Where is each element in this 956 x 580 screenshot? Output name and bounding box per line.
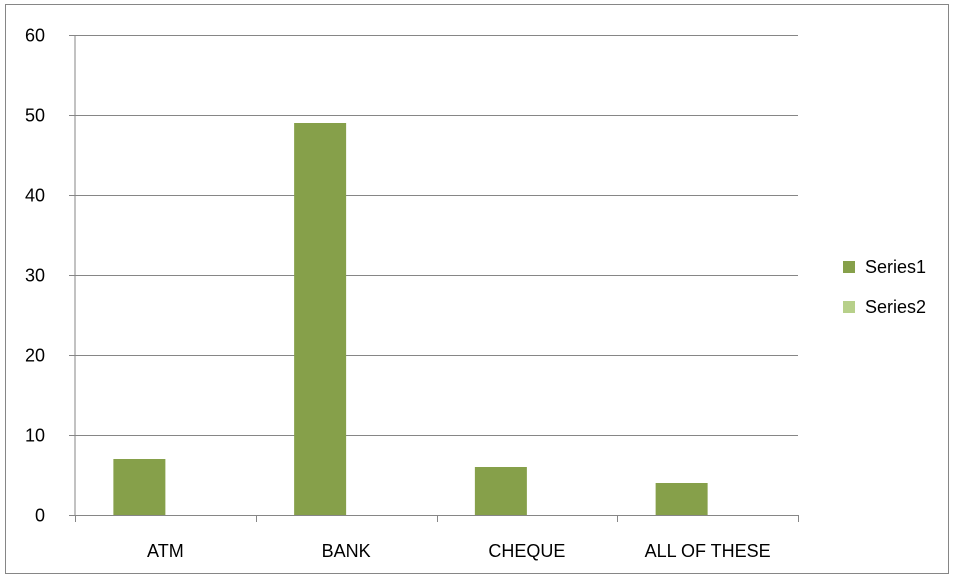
legend-label: Series1	[865, 257, 926, 277]
legend-label: Series2	[865, 297, 926, 317]
y-tick-label: 10	[25, 426, 45, 446]
x-tick-label: CHEQUE	[488, 541, 565, 561]
legend-swatch	[843, 261, 855, 273]
bar-series1-bank	[294, 123, 347, 515]
bar-series1-atm	[113, 459, 166, 515]
y-tick-label: 30	[25, 266, 45, 286]
gridlines	[75, 35, 798, 436]
y-axis: 0 10 20 30 40 50 60	[25, 26, 76, 526]
y-tick-label: 20	[25, 346, 45, 366]
bar-series1-all-of-these	[655, 483, 708, 515]
y-tick-label: 0	[35, 506, 45, 526]
y-tick-label: 60	[25, 26, 45, 46]
bars	[113, 123, 708, 515]
legend-swatch	[843, 301, 855, 313]
bar-series1-cheque	[474, 467, 527, 515]
y-tick-label: 40	[25, 186, 45, 206]
x-tick-label: ALL OF THESE	[645, 541, 771, 561]
y-tick-label: 50	[25, 106, 45, 126]
x-axis: ATM BANK CHEQUE ALL OF THESE	[75, 515, 799, 561]
x-tick-label: BANK	[322, 541, 371, 561]
x-tick-label: ATM	[147, 541, 184, 561]
legend: Series1 Series2	[843, 257, 926, 317]
